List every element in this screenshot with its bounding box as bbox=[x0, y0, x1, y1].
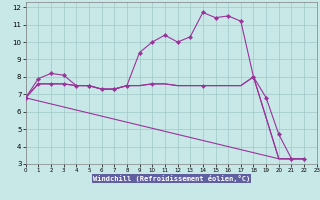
X-axis label: Windchill (Refroidissement éolien,°C): Windchill (Refroidissement éolien,°C) bbox=[92, 175, 250, 182]
